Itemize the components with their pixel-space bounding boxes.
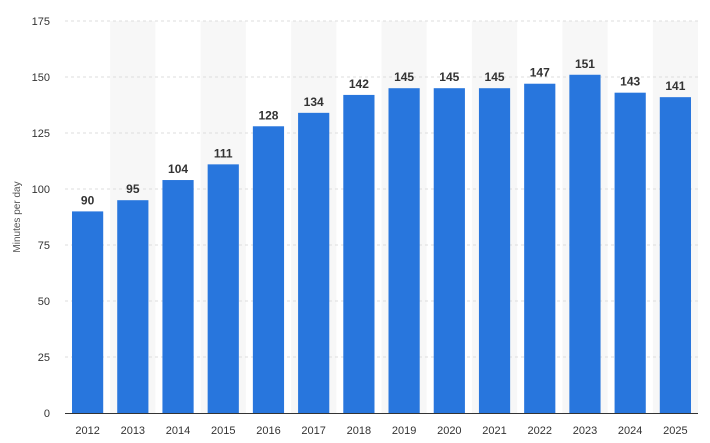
bar-2019[interactable] bbox=[388, 88, 420, 413]
bar-2022[interactable] bbox=[524, 83, 556, 413]
y-tick-label: 0 bbox=[44, 408, 50, 420]
y-tick-label: 150 bbox=[32, 72, 50, 84]
y-tick-label: 50 bbox=[38, 296, 50, 308]
x-tick-label: 2015 bbox=[211, 425, 235, 437]
data-label-2019: 145 bbox=[394, 70, 414, 84]
data-label-2023: 151 bbox=[575, 57, 595, 71]
y-tick-label: 100 bbox=[32, 184, 50, 196]
x-tick-label: 2012 bbox=[75, 425, 99, 437]
x-tick-label: 2013 bbox=[121, 425, 145, 437]
y-tick-label: 25 bbox=[38, 352, 50, 364]
bar-2018[interactable] bbox=[343, 94, 375, 414]
y-axis-title: Minutes per day bbox=[12, 181, 23, 252]
bar-2025[interactable] bbox=[659, 97, 691, 413]
bar-2015[interactable] bbox=[207, 164, 239, 413]
x-tick-label: 2020 bbox=[437, 425, 461, 437]
data-label-2025: 141 bbox=[665, 79, 685, 93]
bar-2016[interactable] bbox=[252, 126, 285, 413]
x-tick-label: 2024 bbox=[618, 425, 642, 437]
data-label-2021: 145 bbox=[485, 70, 505, 84]
bar-2013[interactable] bbox=[117, 200, 149, 413]
x-tick-label: 2023 bbox=[573, 425, 597, 437]
y-axis-ticks: 0 25 50 75 100 125 150 175 bbox=[32, 16, 50, 420]
bar-2012[interactable] bbox=[72, 211, 104, 413]
data-label-2018: 142 bbox=[349, 77, 369, 91]
x-tick-label: 2025 bbox=[663, 425, 687, 437]
y-tick-label: 125 bbox=[32, 128, 50, 140]
data-label-2017: 134 bbox=[304, 95, 324, 109]
x-tick-label: 2022 bbox=[528, 425, 552, 437]
data-label-2020: 145 bbox=[439, 70, 459, 84]
data-label-2013: 95 bbox=[126, 182, 140, 196]
bar-2017[interactable] bbox=[298, 112, 330, 413]
x-tick-label: 2021 bbox=[482, 425, 506, 437]
bar-2020[interactable] bbox=[433, 88, 465, 413]
x-tick-label: 2017 bbox=[301, 425, 325, 437]
data-label-2014: 104 bbox=[168, 162, 188, 176]
data-label-2015: 111 bbox=[214, 146, 233, 160]
data-label-2022: 147 bbox=[530, 66, 550, 80]
data-label-2016: 128 bbox=[258, 108, 278, 122]
x-tick-label: 2016 bbox=[256, 425, 280, 437]
data-label-2024: 143 bbox=[620, 75, 640, 89]
x-tick-label: 2014 bbox=[166, 425, 190, 437]
y-tick-label: 75 bbox=[38, 240, 50, 252]
data-label-2012: 90 bbox=[81, 193, 95, 207]
bar-2024[interactable] bbox=[614, 92, 646, 414]
x-tick-label: 2018 bbox=[347, 425, 371, 437]
x-axis-ticks: 2012 2013 2014 2015 2016 2017 2018 2019 2020 2021… bbox=[75, 425, 687, 437]
bar-2023[interactable] bbox=[569, 74, 601, 413]
bar-2021[interactable] bbox=[478, 88, 511, 413]
y-tick-label: 175 bbox=[32, 16, 50, 28]
data-labels: 90 95 104 111 128 134 142 145 145 145 147 151 143 141 bbox=[81, 57, 686, 208]
bars bbox=[72, 74, 691, 414]
x-tick-label: 2019 bbox=[392, 425, 416, 437]
bar-2014[interactable] bbox=[162, 180, 194, 413]
